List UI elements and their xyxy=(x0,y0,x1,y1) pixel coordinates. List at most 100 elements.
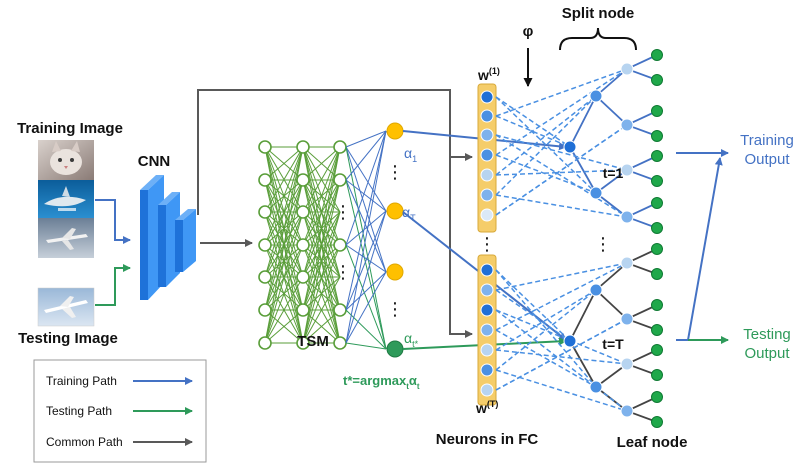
tsm-neuron xyxy=(296,336,310,350)
fc-routing-edge xyxy=(495,68,628,156)
leaf-node xyxy=(651,74,663,86)
w1-label: w(1) xyxy=(477,66,500,83)
tsm-neuron xyxy=(296,173,310,187)
split-node xyxy=(589,283,603,297)
tree-1-label: t=1 xyxy=(603,165,624,181)
tsm-neuron xyxy=(296,205,310,219)
leaf-node xyxy=(651,150,663,162)
treeT-to-training-output xyxy=(676,157,723,341)
split-node xyxy=(589,89,603,103)
fc-neuron xyxy=(480,168,494,182)
alpha-T-label: αT xyxy=(402,204,416,223)
testing-output-label-2: Output xyxy=(744,345,790,362)
tsm-neuron xyxy=(258,336,272,350)
leaf-node xyxy=(651,369,663,381)
fc-neuron xyxy=(480,128,494,142)
alpha-fan-edge xyxy=(345,271,387,344)
tsm-neuron xyxy=(258,140,272,154)
alpha-fan-edge xyxy=(345,179,387,273)
alpha-fan-edge xyxy=(345,210,387,246)
leaf-node xyxy=(651,268,663,280)
shark-image xyxy=(38,180,94,218)
tsm-neuron xyxy=(333,303,347,317)
alpha-fan-edge xyxy=(345,179,387,350)
tsm-neuron xyxy=(296,140,310,154)
fc-routing-edge xyxy=(495,154,597,194)
fc-routing-edge xyxy=(495,262,628,291)
tree-edge xyxy=(595,95,628,126)
training-image-label: Training Image xyxy=(17,120,123,137)
legend-common-label: Common Path xyxy=(46,435,123,449)
plane-image xyxy=(38,218,94,258)
alpha-extra-node xyxy=(386,263,404,281)
fc-routing-edge xyxy=(495,68,628,117)
fc-routing-edge xyxy=(495,289,571,342)
split-node xyxy=(563,140,577,154)
testing-image-label: Testing Image xyxy=(18,330,118,347)
tsm-edge xyxy=(302,309,341,344)
tstar-formula: t*=argmaxtαt xyxy=(343,373,420,391)
leaf-node xyxy=(651,197,663,209)
fc-vertical-dots: ⋮ xyxy=(478,234,496,254)
tree-T-label: t=T xyxy=(602,336,624,352)
legend: Training Path Testing Path Common Path xyxy=(33,359,207,463)
fc-routing-edge xyxy=(495,194,628,218)
leaf-node xyxy=(651,130,663,142)
fc-routing-edge xyxy=(495,309,628,412)
fc-routing-edge xyxy=(495,269,597,388)
tree-edge xyxy=(595,68,628,97)
tsm-edge xyxy=(264,309,304,344)
alpha-fan-edge xyxy=(345,130,387,148)
tsm-edge xyxy=(302,276,341,344)
training-path-to-cnn xyxy=(95,199,131,244)
alpha-fan-edge xyxy=(345,130,387,311)
neurons-fc-label: Neurons in FC xyxy=(436,431,539,448)
tsm-edge xyxy=(264,211,304,344)
alpha-fan-edge xyxy=(345,146,387,273)
split-node xyxy=(620,62,634,76)
tsm-neuron xyxy=(296,238,310,252)
tsm-neuron xyxy=(258,270,272,284)
fc-routing-edge xyxy=(495,318,628,391)
fc-layer xyxy=(477,83,497,406)
testing-path-to-cnn xyxy=(95,264,131,306)
tree-edge xyxy=(569,289,597,342)
tree-edge xyxy=(595,262,628,291)
alpha-1-label: α1 xyxy=(404,145,417,164)
alpha-T-node xyxy=(386,202,404,220)
tsm-edge xyxy=(302,244,341,344)
tsm-edge xyxy=(264,146,304,311)
tsm-neuron xyxy=(258,205,272,219)
tsm-neuron xyxy=(258,173,272,187)
decision-trees xyxy=(495,49,663,428)
fc-neuron xyxy=(480,188,494,202)
fc-routing-edge xyxy=(495,369,628,412)
fc-routing-edge xyxy=(495,289,597,371)
tsm-dots-upper: ⋮ xyxy=(334,202,352,222)
cnn-label: CNN xyxy=(138,153,171,170)
fc-routing-edge xyxy=(495,349,628,365)
split-node-label: Split node xyxy=(562,5,635,22)
tsm-label: TSM xyxy=(297,333,329,350)
split-node xyxy=(620,210,634,224)
alpha-fan-edge xyxy=(345,210,387,311)
tsm-neuron xyxy=(333,140,347,154)
fc-neuron xyxy=(480,263,494,277)
alpha-1-node xyxy=(386,122,404,140)
tsm-neuron xyxy=(333,173,347,187)
tsm-edge xyxy=(302,211,341,344)
leaf-node xyxy=(651,222,663,234)
fc-neuron xyxy=(480,90,494,104)
split-node xyxy=(563,334,577,348)
tsm-dots-lower: ⋮ xyxy=(334,262,352,282)
fc-routing-edge xyxy=(495,124,628,216)
fc-neuron xyxy=(480,109,494,123)
alpha-fan-edge xyxy=(345,130,387,344)
split-node xyxy=(589,380,603,394)
alpha-fan-edge xyxy=(345,244,387,350)
fc-neuron xyxy=(480,383,494,397)
training-image-stack xyxy=(38,140,94,258)
testing-image xyxy=(37,287,95,327)
tsm-network xyxy=(258,140,347,350)
